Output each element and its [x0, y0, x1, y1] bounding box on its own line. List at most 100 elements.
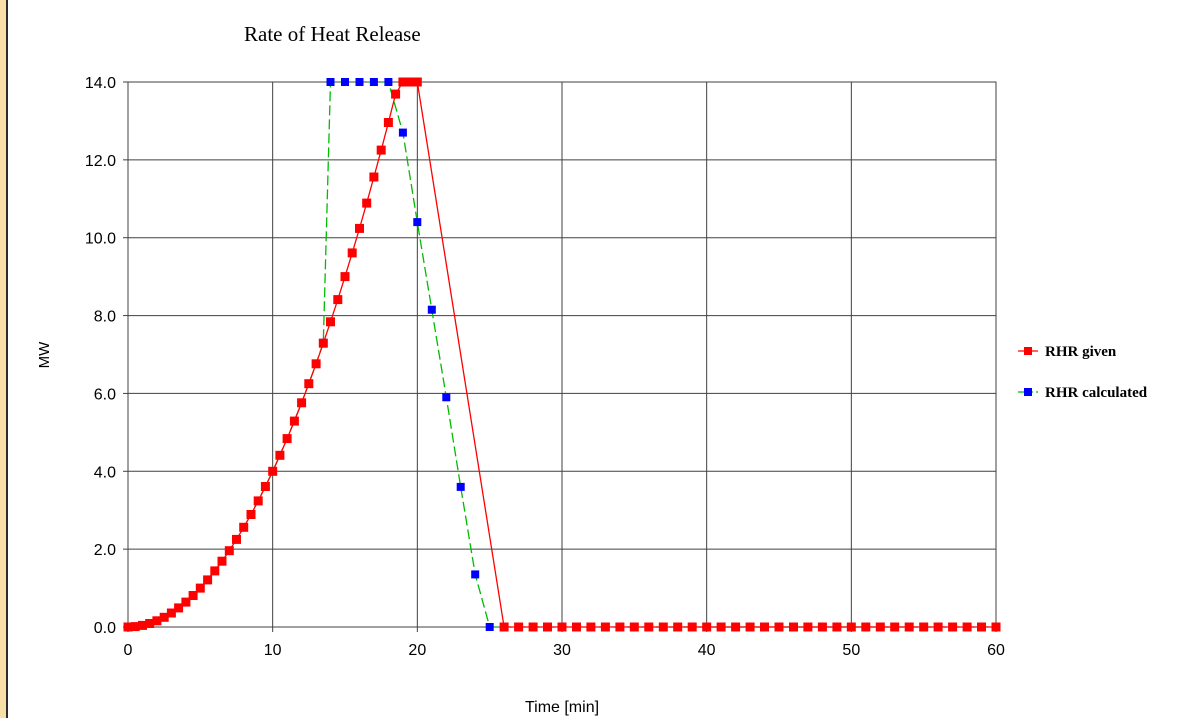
data-point-rhr-given	[369, 172, 379, 182]
data-point-rhr-given	[340, 272, 350, 282]
data-point-rhr-calculated	[413, 218, 422, 227]
data-point-rhr-given	[572, 622, 581, 632]
data-point-rhr-given	[702, 622, 712, 632]
data-point-rhr-given	[203, 575, 213, 585]
data-point-rhr-given	[543, 622, 552, 632]
data-point-rhr-given	[962, 622, 972, 632]
data-point-rhr-given	[745, 622, 755, 632]
legend-marker-rhr-given	[1024, 347, 1032, 355]
y-tick-label: 4.0	[94, 464, 116, 481]
data-point-rhr-given	[318, 338, 328, 348]
data-point-rhr-given	[217, 556, 227, 566]
legend-item-rhr-given: RHR given	[1018, 344, 1117, 360]
data-point-rhr-given	[774, 622, 784, 632]
data-point-rhr-given	[355, 223, 364, 233]
data-point-rhr-given	[174, 603, 184, 613]
data-point-rhr-given	[232, 534, 241, 544]
x-tick-label: 30	[553, 642, 571, 659]
data-point-rhr-given	[195, 583, 205, 593]
data-point-rhr-given	[297, 398, 307, 408]
data-point-rhr-calculated	[427, 305, 436, 314]
data-point-rhr-given	[130, 622, 140, 632]
legend-marker-rhr-calculated	[1024, 388, 1032, 396]
y-tick-label: 2.0	[94, 542, 116, 559]
legend-label-rhr-calculated: RHR calculated	[1045, 385, 1148, 401]
data-point-rhr-calculated	[398, 128, 407, 137]
data-point-rhr-given	[412, 77, 422, 87]
data-point-rhr-given	[890, 622, 900, 632]
data-point-rhr-given	[644, 622, 654, 632]
data-point-rhr-given	[376, 145, 386, 155]
data-point-rhr-given	[600, 622, 610, 632]
data-point-rhr-given	[289, 416, 299, 426]
data-point-rhr-given	[832, 622, 842, 632]
y-tick-label: 6.0	[94, 386, 116, 403]
data-point-rhr-given	[933, 622, 943, 632]
data-point-rhr-given	[557, 622, 567, 632]
data-point-rhr-given	[514, 622, 524, 632]
data-point-rhr-given	[716, 622, 726, 632]
legend-label-rhr-given: RHR given	[1045, 344, 1117, 360]
x-tick-label: 40	[698, 642, 716, 659]
data-point-rhr-given	[138, 620, 147, 630]
data-point-rhr-given	[239, 522, 249, 532]
data-point-rhr-calculated	[471, 570, 480, 579]
legend: RHR given RHR calculated	[1018, 344, 1148, 401]
data-point-rhr-calculated	[355, 78, 364, 86]
y-tick-label: 12.0	[85, 153, 116, 170]
data-point-rhr-given	[904, 622, 914, 632]
data-point-rhr-given	[499, 622, 509, 632]
data-point-rhr-given	[405, 77, 415, 87]
data-point-rhr-given	[673, 622, 683, 632]
x-tick-label: 50	[842, 642, 860, 659]
data-point-rhr-calculated	[442, 393, 451, 402]
x-axis-label: Time [min]	[525, 699, 599, 716]
data-point-rhr-given	[188, 591, 198, 600]
x-tick-label: 10	[264, 642, 282, 659]
chart-title: Rate of Heat Release	[244, 22, 421, 46]
x-tick-label: 60	[987, 642, 1005, 659]
chart-frame: Rate of Heat Release 0.0 2.0 4.0 6.0 8.0 10.0…	[6, 0, 1191, 718]
data-point-rhr-given	[991, 622, 1001, 632]
data-point-rhr-given	[145, 619, 155, 628]
data-point-rhr-given	[977, 622, 986, 632]
x-tick-label: 0	[124, 642, 133, 659]
data-point-rhr-given	[181, 597, 191, 607]
y-axis-ticks: 0.0 2.0 4.0 6.0 8.0 10.0 12.0 14.0	[85, 75, 128, 637]
data-point-rhr-calculated	[341, 78, 349, 86]
data-point-rhr-given	[304, 379, 314, 389]
data-point-rhr-given	[687, 622, 697, 632]
data-point-rhr-given	[282, 434, 292, 444]
legend-item-rhr-calculated: RHR calculated	[1018, 385, 1148, 401]
data-point-rhr-given	[347, 248, 357, 258]
data-point-rhr-given	[362, 198, 372, 208]
data-point-rhr-given	[152, 616, 162, 626]
data-point-rhr-given	[658, 622, 668, 632]
data-point-rhr-given	[383, 118, 393, 127]
data-point-rhr-given	[166, 608, 176, 618]
data-point-rhr-given	[398, 77, 408, 87]
data-point-rhr-given	[260, 482, 270, 491]
data-point-rhr-given	[224, 546, 234, 556]
rhr-chart: Rate of Heat Release 0.0 2.0 4.0 6.0 8.0 10.0…	[36, 22, 1148, 716]
y-tick-label: 10.0	[85, 231, 116, 248]
data-point-rhr-given	[528, 622, 538, 632]
y-tick-label: 8.0	[94, 309, 116, 326]
x-tick-label: 20	[408, 642, 426, 659]
data-point-rhr-given	[268, 466, 278, 476]
data-point-rhr-given	[615, 622, 625, 632]
data-point-rhr-given	[123, 622, 133, 632]
data-point-rhr-calculated	[485, 623, 494, 631]
y-tick-label: 0.0	[94, 620, 116, 637]
data-point-rhr-given	[253, 496, 263, 506]
series-layer	[123, 77, 1001, 632]
data-point-rhr-given	[311, 359, 321, 369]
data-point-rhr-given	[586, 622, 596, 632]
data-point-rhr-given	[391, 89, 401, 99]
data-point-rhr-calculated	[384, 78, 393, 86]
data-point-rhr-given	[846, 622, 856, 632]
data-point-rhr-given	[817, 622, 827, 632]
data-point-rhr-given	[919, 622, 929, 632]
data-point-rhr-given	[875, 622, 885, 632]
data-point-rhr-given	[210, 566, 220, 576]
